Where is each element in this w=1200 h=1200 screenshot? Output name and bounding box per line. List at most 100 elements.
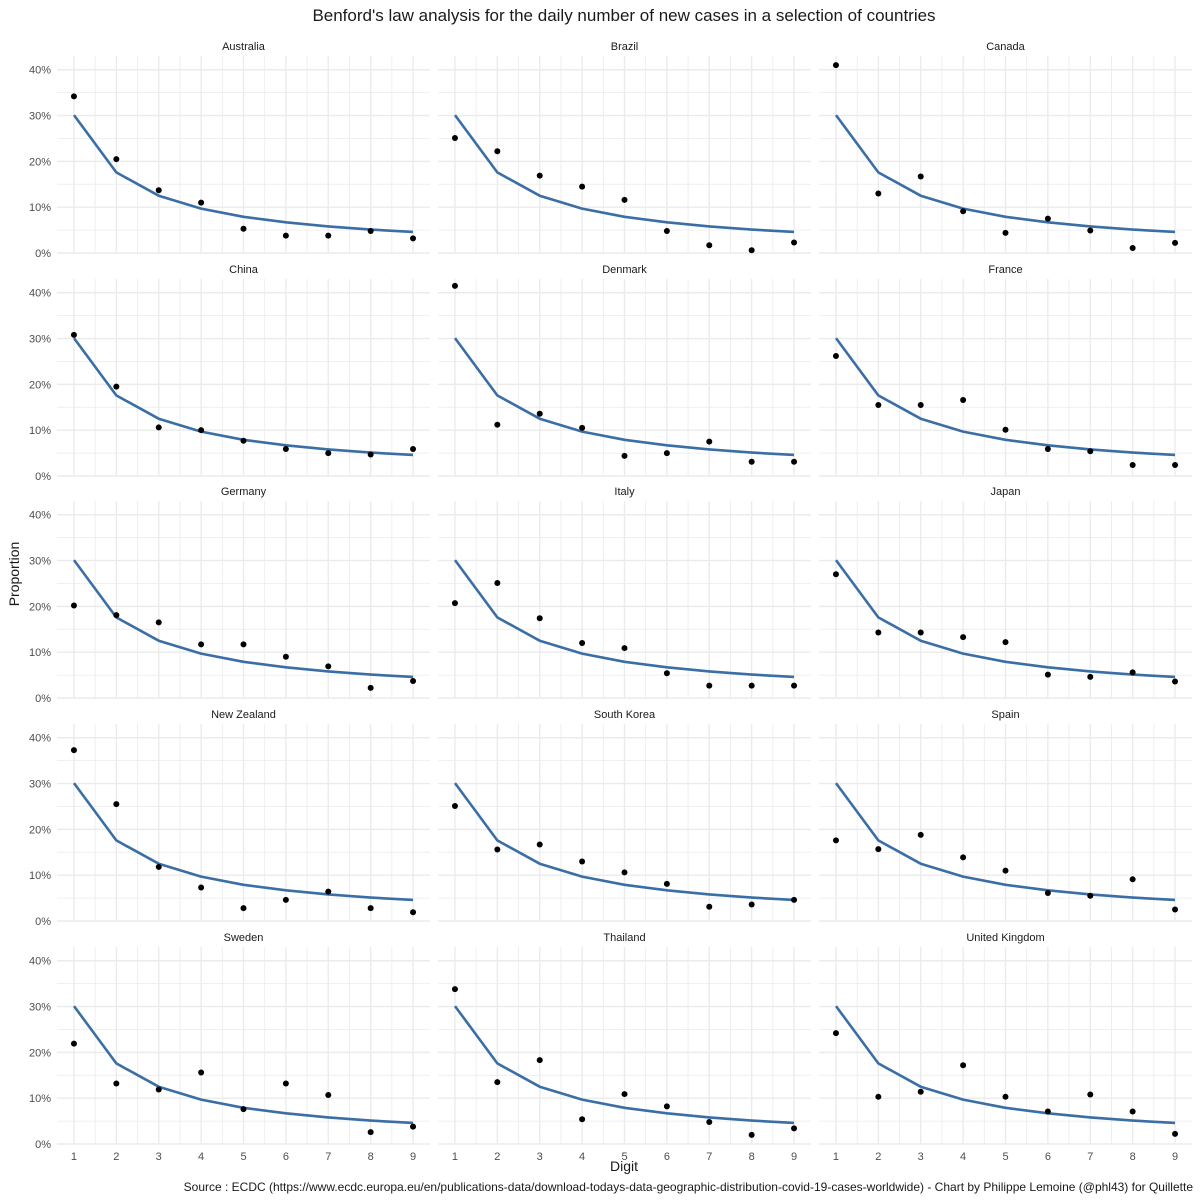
observed-point bbox=[875, 629, 882, 636]
facet-strip-label: China bbox=[229, 264, 259, 276]
x-tick-label: 9 bbox=[791, 1151, 797, 1163]
x-tick-label: 3 bbox=[156, 1151, 162, 1163]
observed-point bbox=[791, 1125, 798, 1132]
observed-point bbox=[1129, 876, 1136, 883]
observed-point bbox=[282, 1080, 289, 1087]
observed-point bbox=[960, 1062, 967, 1069]
x-tick-label: 9 bbox=[1172, 1151, 1178, 1163]
observed-point bbox=[917, 831, 924, 838]
y-tick-label: 20% bbox=[29, 379, 51, 391]
observed-point bbox=[451, 600, 458, 607]
benford-expected-line bbox=[834, 114, 1176, 234]
observed-point bbox=[1002, 639, 1009, 646]
observed-point bbox=[536, 172, 543, 179]
observed-point bbox=[113, 801, 120, 808]
observed-point bbox=[367, 1129, 374, 1136]
observed-point bbox=[367, 905, 374, 912]
observed-point bbox=[791, 239, 798, 246]
observed-point bbox=[706, 438, 713, 445]
observed-point bbox=[367, 228, 374, 235]
observed-point bbox=[832, 571, 839, 578]
observed-point bbox=[451, 135, 458, 142]
y-tick-label: 20% bbox=[29, 1047, 51, 1059]
x-tick-label: 9 bbox=[410, 1151, 416, 1163]
y-tick-label: 30% bbox=[29, 111, 51, 123]
benford-expected-line bbox=[72, 559, 414, 679]
observed-point bbox=[155, 187, 162, 194]
facet-panel-5: France bbox=[819, 264, 1192, 477]
observed-point bbox=[875, 1093, 882, 1100]
observed-point bbox=[240, 641, 247, 648]
observed-point bbox=[917, 401, 924, 408]
observed-point bbox=[917, 173, 924, 180]
observed-point bbox=[663, 1103, 670, 1110]
y-tick-label: 0% bbox=[35, 248, 51, 260]
y-tick-label: 10% bbox=[29, 425, 51, 437]
observed-point bbox=[240, 905, 247, 912]
chart-caption: Source : ECDC (https://www.ecdc.europa.e… bbox=[184, 1180, 1194, 1194]
observed-point bbox=[410, 1123, 417, 1130]
y-axis-title: Proportion bbox=[6, 542, 22, 607]
observed-point bbox=[875, 190, 882, 197]
facet-panel-1: Brazil bbox=[438, 41, 811, 254]
x-tick-label: 5 bbox=[240, 1151, 246, 1163]
observed-point bbox=[1172, 906, 1179, 913]
observed-point bbox=[663, 880, 670, 887]
observed-point bbox=[155, 863, 162, 870]
observed-point bbox=[960, 854, 967, 861]
observed-point bbox=[917, 629, 924, 636]
observed-point bbox=[791, 458, 798, 465]
benford-expected-line bbox=[453, 114, 795, 234]
y-tick-label: 0% bbox=[35, 1139, 51, 1151]
observed-point bbox=[579, 858, 586, 865]
x-tick-label: 3 bbox=[918, 1151, 924, 1163]
observed-point bbox=[282, 896, 289, 903]
observed-point bbox=[663, 450, 670, 457]
observed-point bbox=[960, 634, 967, 641]
x-tick-label: 8 bbox=[749, 1151, 755, 1163]
benford-expected-line bbox=[453, 559, 795, 679]
observed-point bbox=[494, 421, 501, 428]
observed-point bbox=[832, 62, 839, 69]
observed-point bbox=[113, 612, 120, 619]
observed-point bbox=[1129, 462, 1136, 469]
benford-expected-line bbox=[834, 337, 1176, 457]
y-tick-label: 0% bbox=[35, 916, 51, 928]
y-tick-label: 20% bbox=[29, 601, 51, 613]
x-tick-label: 2 bbox=[875, 1151, 881, 1163]
observed-point bbox=[113, 383, 120, 390]
facet-panel-8: Japan bbox=[819, 486, 1192, 699]
observed-point bbox=[1172, 1130, 1179, 1137]
observed-point bbox=[536, 615, 543, 622]
observed-point bbox=[325, 1091, 332, 1098]
observed-point bbox=[748, 247, 755, 254]
x-tick-label: 7 bbox=[1087, 1151, 1093, 1163]
y-tick-label: 40% bbox=[29, 733, 51, 745]
x-axis-title: Digit bbox=[610, 1158, 638, 1174]
facet-strip-label: Italy bbox=[614, 486, 635, 498]
observed-point bbox=[748, 1131, 755, 1138]
facet-panel-14: United Kingdom 1 2 3 4 5 6 7 8 9 bbox=[819, 932, 1192, 1163]
observed-point bbox=[1044, 890, 1051, 897]
observed-point bbox=[791, 896, 798, 903]
x-tick-label: 6 bbox=[283, 1151, 289, 1163]
observed-point bbox=[960, 396, 967, 403]
observed-point bbox=[113, 156, 120, 163]
benford-expected-line bbox=[72, 114, 414, 234]
y-tick-label: 20% bbox=[29, 824, 51, 836]
facet-panel-10: South Korea bbox=[438, 709, 811, 922]
observed-point bbox=[663, 228, 670, 235]
observed-point bbox=[1002, 229, 1009, 236]
benford-expected-line bbox=[453, 782, 795, 902]
y-tick-label: 10% bbox=[29, 647, 51, 659]
facet-strip-label: Canada bbox=[986, 41, 1025, 53]
benford-expected-line bbox=[453, 337, 795, 457]
observed-point bbox=[240, 225, 247, 232]
observed-point bbox=[706, 242, 713, 249]
facet-strip-label: New Zealand bbox=[211, 709, 276, 721]
observed-point bbox=[832, 1030, 839, 1037]
observed-point bbox=[832, 352, 839, 359]
observed-point bbox=[1002, 867, 1009, 874]
observed-point bbox=[621, 1091, 628, 1098]
x-tick-label: 2 bbox=[113, 1151, 119, 1163]
